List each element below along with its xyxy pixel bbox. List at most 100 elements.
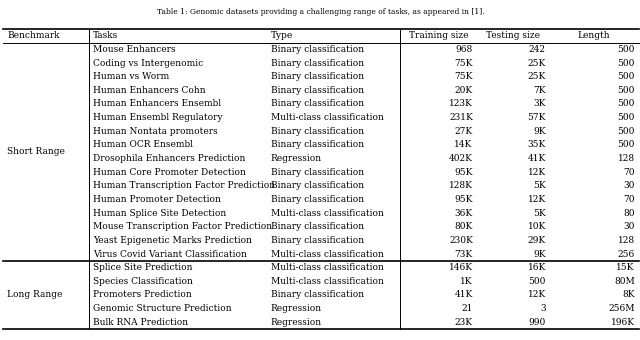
Text: Multi-class classification: Multi-class classification bbox=[271, 250, 383, 258]
Text: Human Enhancers Ensembl: Human Enhancers Ensembl bbox=[93, 100, 221, 108]
Text: 12K: 12K bbox=[527, 168, 546, 177]
Text: Training size: Training size bbox=[409, 31, 468, 40]
Text: 500: 500 bbox=[618, 113, 635, 122]
Text: Human vs Worm: Human vs Worm bbox=[93, 72, 169, 81]
Text: 21: 21 bbox=[461, 304, 473, 313]
Text: Binary classification: Binary classification bbox=[271, 195, 364, 204]
Text: 41K: 41K bbox=[454, 290, 473, 300]
Text: 256: 256 bbox=[618, 250, 635, 258]
Text: Binary classification: Binary classification bbox=[271, 127, 364, 136]
Text: 10K: 10K bbox=[527, 222, 546, 231]
Text: 16K: 16K bbox=[527, 263, 546, 272]
Text: Species Classification: Species Classification bbox=[93, 277, 193, 286]
Text: Drosophila Enhancers Prediction: Drosophila Enhancers Prediction bbox=[93, 154, 245, 163]
Text: 5K: 5K bbox=[533, 209, 546, 218]
Text: 500: 500 bbox=[529, 277, 546, 286]
Text: Human Enhancers Cohn: Human Enhancers Cohn bbox=[93, 86, 205, 95]
Text: 242: 242 bbox=[529, 45, 546, 54]
Text: 25K: 25K bbox=[527, 58, 546, 68]
Text: 500: 500 bbox=[618, 58, 635, 68]
Text: Coding vs Intergenomic: Coding vs Intergenomic bbox=[93, 58, 203, 68]
Text: Splice Site Prediction: Splice Site Prediction bbox=[93, 263, 193, 272]
Text: 30: 30 bbox=[623, 181, 635, 190]
Text: 30: 30 bbox=[623, 222, 635, 231]
Text: 128: 128 bbox=[618, 154, 635, 163]
Text: Human OCR Ensembl: Human OCR Ensembl bbox=[93, 140, 193, 149]
Text: 35K: 35K bbox=[527, 140, 546, 149]
Text: Multi-class classification: Multi-class classification bbox=[271, 113, 383, 122]
Text: 73K: 73K bbox=[454, 250, 473, 258]
Text: 231K: 231K bbox=[449, 113, 473, 122]
Text: 23K: 23K bbox=[454, 318, 473, 327]
Text: Binary classification: Binary classification bbox=[271, 140, 364, 149]
Text: 80K: 80K bbox=[454, 222, 473, 231]
Text: Human Nontata promoters: Human Nontata promoters bbox=[93, 127, 218, 136]
Text: 500: 500 bbox=[618, 45, 635, 54]
Text: Binary classification: Binary classification bbox=[271, 100, 364, 108]
Text: 29K: 29K bbox=[527, 236, 546, 245]
Text: Human Ensembl Regulatory: Human Ensembl Regulatory bbox=[93, 113, 223, 122]
Text: Length: Length bbox=[578, 31, 611, 40]
Text: Human Splice Site Detection: Human Splice Site Detection bbox=[93, 209, 226, 218]
Text: Promoters Prediction: Promoters Prediction bbox=[93, 290, 191, 300]
Text: Binary classification: Binary classification bbox=[271, 181, 364, 190]
Text: 990: 990 bbox=[529, 318, 546, 327]
Text: 25K: 25K bbox=[527, 72, 546, 81]
Text: 968: 968 bbox=[456, 45, 473, 54]
Text: 70: 70 bbox=[623, 195, 635, 204]
Text: 12K: 12K bbox=[527, 195, 546, 204]
Text: 500: 500 bbox=[618, 140, 635, 149]
Text: Virus Covid Variant Classification: Virus Covid Variant Classification bbox=[93, 250, 246, 258]
Text: 3: 3 bbox=[540, 304, 546, 313]
Text: Type: Type bbox=[271, 31, 293, 40]
Text: 123K: 123K bbox=[449, 100, 473, 108]
Text: Binary classification: Binary classification bbox=[271, 236, 364, 245]
Text: Binary classification: Binary classification bbox=[271, 45, 364, 54]
Text: Bulk RNA Prediction: Bulk RNA Prediction bbox=[93, 318, 188, 327]
Text: 500: 500 bbox=[618, 100, 635, 108]
Text: 7K: 7K bbox=[533, 86, 546, 95]
Text: Benchmark: Benchmark bbox=[7, 31, 60, 40]
Text: 9K: 9K bbox=[533, 127, 546, 136]
Text: 95K: 95K bbox=[454, 195, 473, 204]
Text: 12K: 12K bbox=[527, 290, 546, 300]
Text: 36K: 36K bbox=[454, 209, 473, 218]
Text: Regression: Regression bbox=[271, 154, 322, 163]
Text: Binary classification: Binary classification bbox=[271, 58, 364, 68]
Text: 95K: 95K bbox=[454, 168, 473, 177]
Text: 3K: 3K bbox=[533, 100, 546, 108]
Text: 128: 128 bbox=[618, 236, 635, 245]
Text: Binary classification: Binary classification bbox=[271, 86, 364, 95]
Text: Binary classification: Binary classification bbox=[271, 72, 364, 81]
Text: Multi-class classification: Multi-class classification bbox=[271, 263, 383, 272]
Text: Regression: Regression bbox=[271, 304, 322, 313]
Text: Binary classification: Binary classification bbox=[271, 290, 364, 300]
Text: 75K: 75K bbox=[454, 72, 473, 81]
Text: 196K: 196K bbox=[611, 318, 635, 327]
Text: Genomic Structure Prediction: Genomic Structure Prediction bbox=[93, 304, 232, 313]
Text: Mouse Enhancers: Mouse Enhancers bbox=[93, 45, 175, 54]
Text: Human Transcription Factor Prediction: Human Transcription Factor Prediction bbox=[93, 181, 275, 190]
Text: 75K: 75K bbox=[454, 58, 473, 68]
Text: 146K: 146K bbox=[449, 263, 473, 272]
Text: 1K: 1K bbox=[460, 277, 473, 286]
Text: 15K: 15K bbox=[616, 263, 635, 272]
Text: 402K: 402K bbox=[449, 154, 473, 163]
Text: 5K: 5K bbox=[533, 181, 546, 190]
Text: 500: 500 bbox=[618, 127, 635, 136]
Text: Binary classification: Binary classification bbox=[271, 222, 364, 231]
Text: Binary classification: Binary classification bbox=[271, 168, 364, 177]
Text: 8K: 8K bbox=[622, 290, 635, 300]
Text: 57K: 57K bbox=[527, 113, 546, 122]
Text: Table 1: Genomic datasets providing a challenging range of tasks, as appeared in: Table 1: Genomic datasets providing a ch… bbox=[157, 8, 484, 17]
Text: Short Range: Short Range bbox=[7, 147, 65, 156]
Text: Yeast Epigenetic Marks Prediction: Yeast Epigenetic Marks Prediction bbox=[93, 236, 252, 245]
Text: Mouse Transcription Factor Prediction: Mouse Transcription Factor Prediction bbox=[93, 222, 272, 231]
Text: 41K: 41K bbox=[527, 154, 546, 163]
Text: Tasks: Tasks bbox=[93, 31, 118, 40]
Text: 27K: 27K bbox=[454, 127, 473, 136]
Text: 128K: 128K bbox=[449, 181, 473, 190]
Text: Long Range: Long Range bbox=[7, 290, 63, 300]
Text: 9K: 9K bbox=[533, 250, 546, 258]
Text: 500: 500 bbox=[618, 72, 635, 81]
